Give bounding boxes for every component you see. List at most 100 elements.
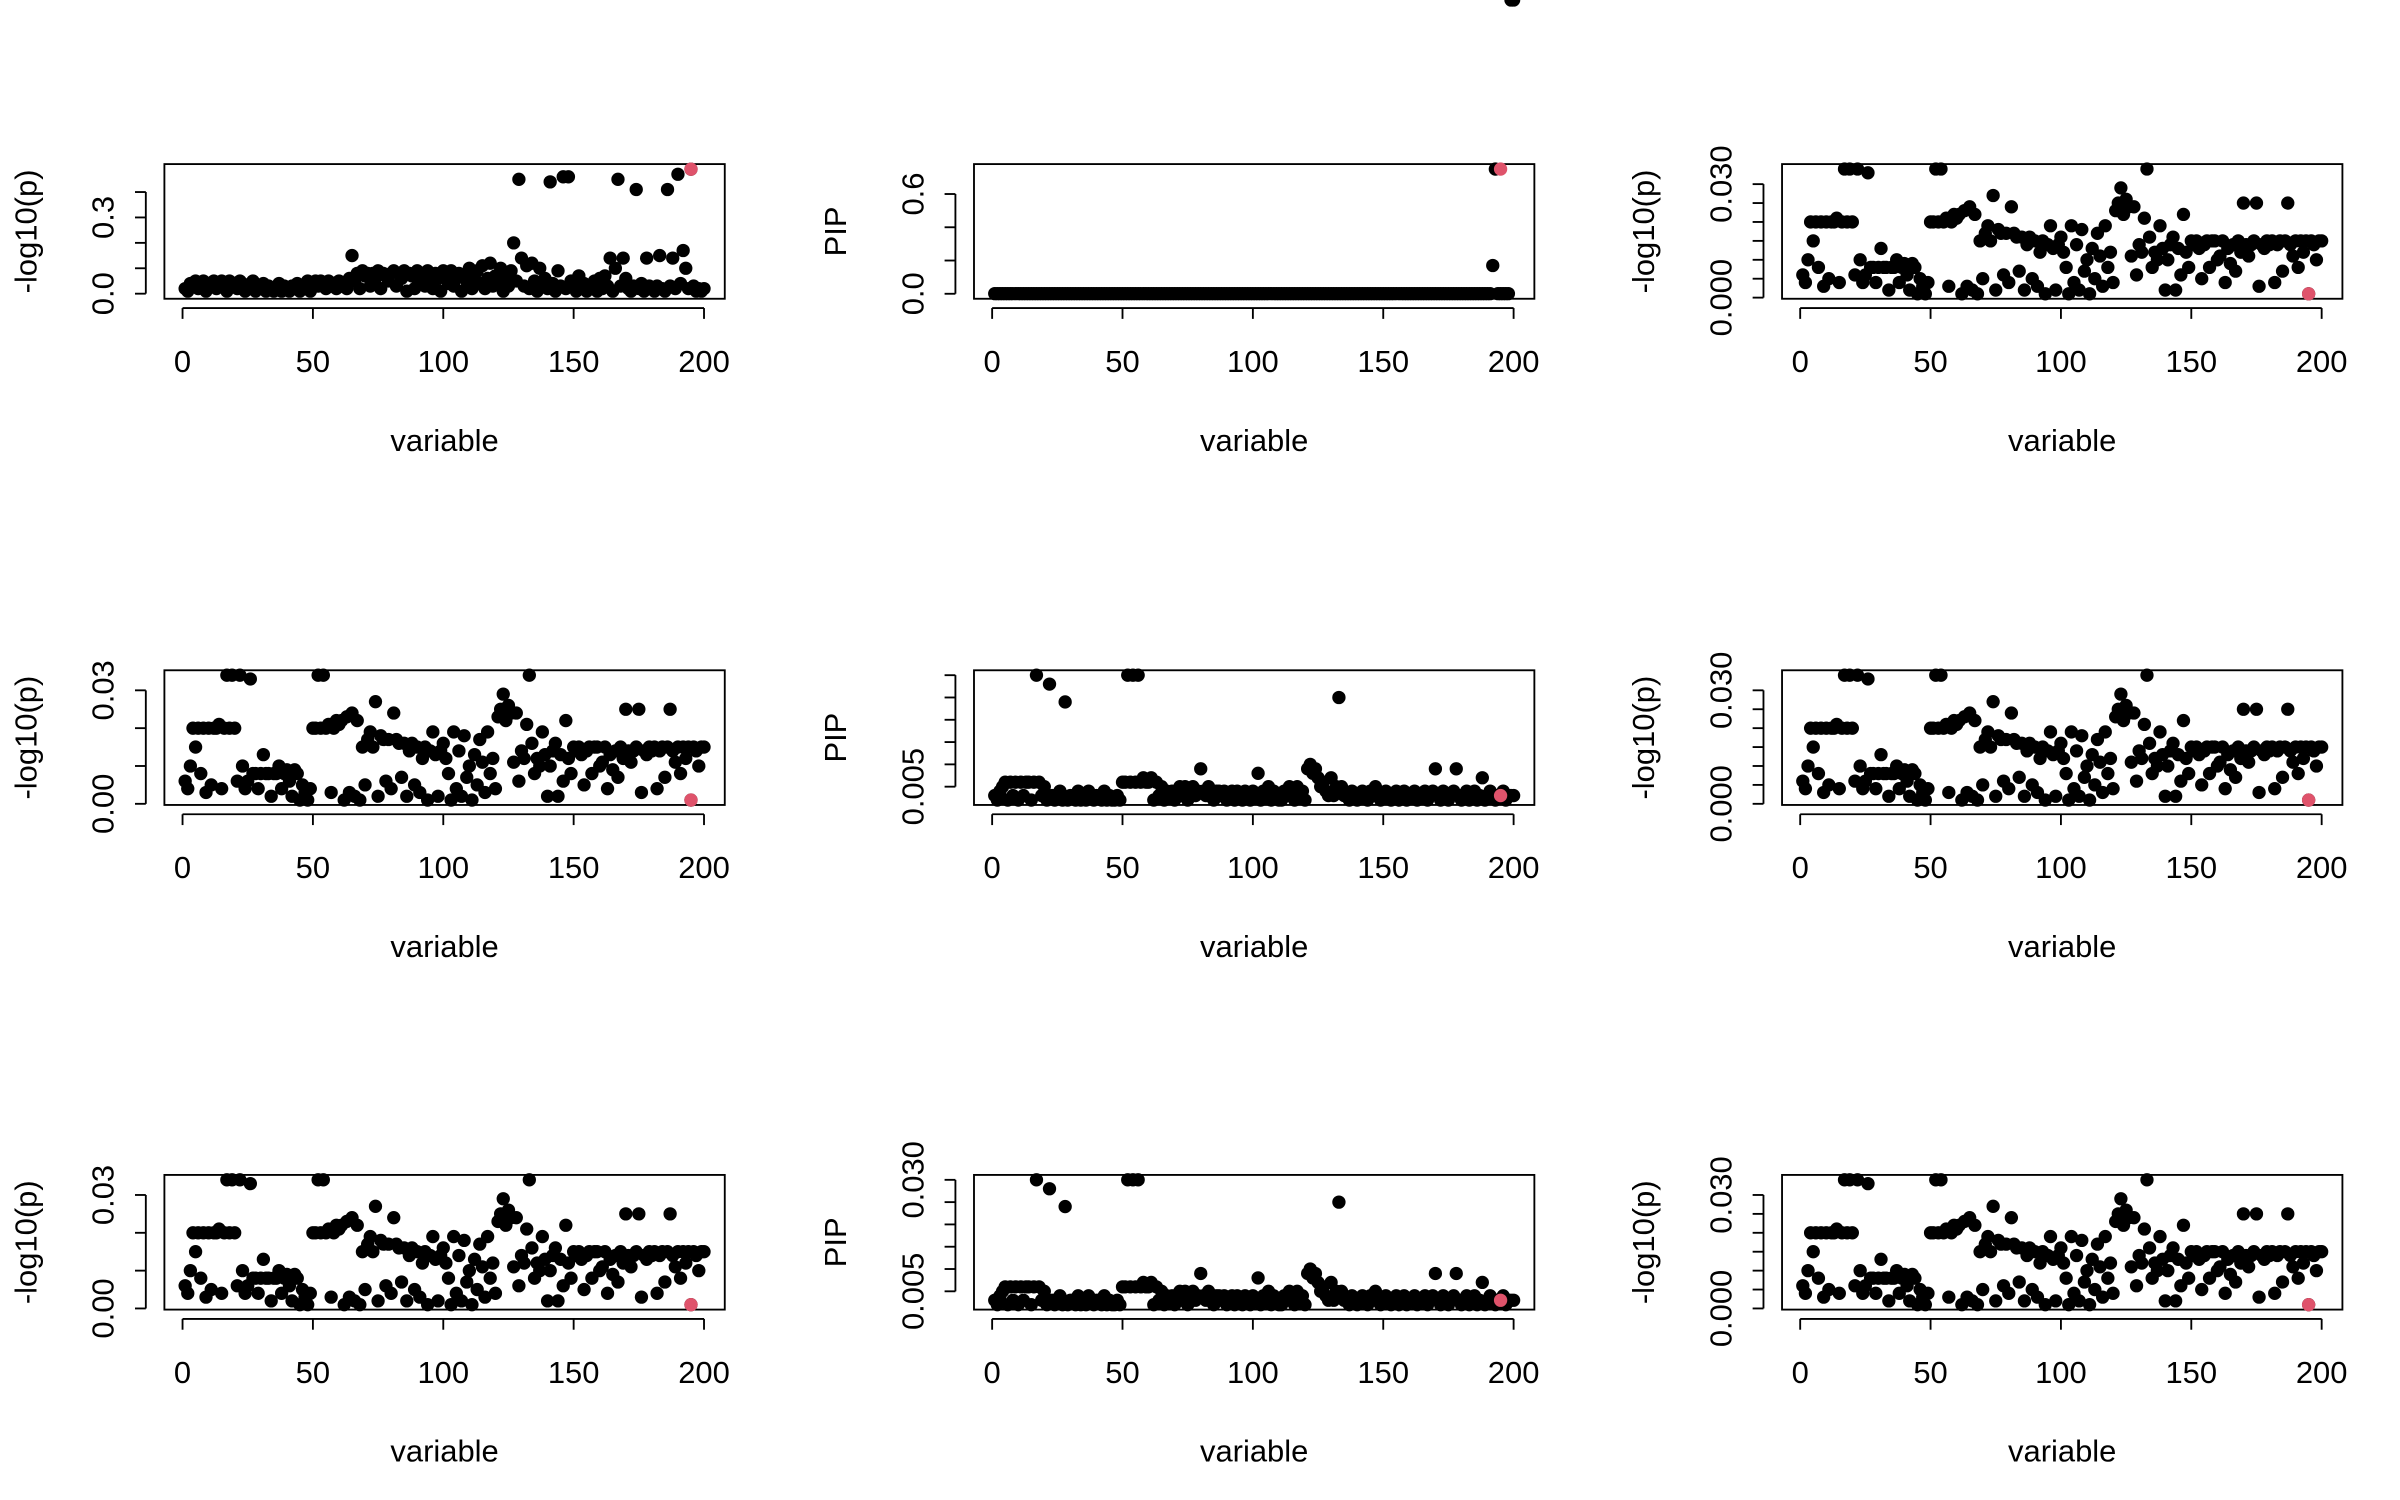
point — [1882, 789, 1896, 803]
highlight-point — [2301, 1298, 2316, 1312]
point — [1970, 1298, 1985, 1312]
x-axis-label: variable — [2008, 423, 2116, 458]
point — [2017, 283, 2032, 297]
point — [454, 789, 469, 803]
point — [1934, 1173, 1948, 1187]
point — [512, 172, 526, 186]
point — [1861, 672, 1875, 686]
point — [608, 261, 623, 275]
point — [1194, 762, 1208, 776]
point — [2249, 1207, 2264, 1221]
point — [2012, 1275, 2026, 1289]
point — [634, 785, 649, 800]
point — [1486, 258, 1500, 273]
point — [431, 789, 445, 803]
point — [2236, 702, 2251, 716]
x-tick-label: 150 — [2165, 344, 2217, 379]
point — [2137, 717, 2152, 732]
point — [363, 1229, 377, 1244]
point — [692, 759, 706, 773]
point — [2275, 264, 2290, 278]
point — [1983, 740, 1998, 754]
y-tick-label: 0.000 — [1703, 259, 1738, 336]
point — [488, 782, 503, 796]
panel: 0 50 100 150 200 0.000 0.030 variable -log10(p) — [1626, 145, 2347, 457]
x-tick-label: 0 — [1792, 1355, 1809, 1390]
x-axis-label: variable — [390, 1434, 498, 1469]
point — [2129, 268, 2144, 282]
x-axis-label: variable — [390, 929, 498, 964]
point — [2252, 1290, 2266, 1304]
panel: 0 50 100 150 200 0.000 0.030 variable -log10(p) — [1626, 1156, 2347, 1468]
point — [2093, 755, 2107, 769]
point — [624, 1260, 638, 1274]
point — [1801, 1263, 1815, 1278]
point — [1475, 1275, 1489, 1290]
point — [2286, 755, 2300, 769]
point — [2062, 1298, 2076, 1312]
point — [301, 793, 315, 807]
plot-box — [1781, 1173, 2344, 1311]
point — [454, 1294, 469, 1308]
panel: 0 50 100 150 200 0.000 0.030 variable -log10(p) — [1626, 652, 2347, 964]
y-tick-label: 0.030 — [1703, 652, 1738, 729]
point — [1986, 1199, 2000, 1213]
point — [2296, 1256, 2311, 1270]
point — [1798, 782, 1813, 796]
point — [301, 1298, 315, 1312]
point — [2002, 275, 2016, 290]
point — [2101, 260, 2115, 275]
point — [2158, 283, 2172, 297]
point — [2176, 713, 2191, 728]
panel: 0 50 100 150 200 0.00 0.03 variable -log10(p) — [8, 660, 729, 964]
point — [2161, 253, 2175, 267]
point — [600, 1286, 615, 1300]
point — [1801, 759, 1815, 773]
x-tick-label: 200 — [2296, 850, 2348, 885]
point — [611, 770, 625, 784]
point — [2309, 759, 2324, 773]
point — [366, 1245, 380, 1259]
point — [194, 766, 208, 781]
point — [2017, 1294, 2032, 1308]
point — [2241, 249, 2256, 263]
point — [611, 1275, 625, 1289]
panel: 0 50 100 150 200 0.005 0.030 variable PIP — [818, 1141, 1539, 1469]
point — [509, 706, 523, 720]
x-tick-label: 0 — [984, 344, 1001, 379]
point — [1428, 762, 1443, 776]
point — [256, 747, 271, 762]
point — [2064, 219, 2079, 233]
point — [454, 284, 469, 298]
point — [290, 766, 304, 781]
point — [1332, 1195, 1346, 1209]
point — [504, 264, 518, 278]
point — [611, 172, 625, 186]
point — [1983, 234, 1998, 248]
point — [2054, 736, 2068, 750]
x-tick-label: 50 — [1105, 850, 1139, 885]
point — [2268, 1286, 2282, 1300]
point — [1921, 782, 1935, 796]
point — [1822, 778, 1836, 792]
x-tick-label: 50 — [296, 344, 330, 379]
point — [2135, 245, 2149, 259]
point — [1861, 166, 1875, 180]
x-tick-label: 150 — [548, 1355, 600, 1390]
panel: 0 50 100 150 200 0.0 0.3 variable -log10(p) — [8, 162, 730, 458]
point — [1861, 1176, 1875, 1191]
point — [1506, 1293, 1521, 1307]
point — [2268, 275, 2282, 290]
point — [2062, 287, 2076, 301]
point — [2077, 1275, 2092, 1289]
point — [2291, 766, 2305, 781]
point — [2158, 1294, 2172, 1308]
point — [2166, 1241, 2180, 1255]
point — [658, 1275, 672, 1289]
point — [533, 759, 547, 773]
point — [509, 1211, 523, 1225]
point — [577, 1282, 591, 1297]
point — [384, 1286, 398, 1300]
point — [634, 1290, 649, 1304]
point — [483, 1271, 497, 1285]
